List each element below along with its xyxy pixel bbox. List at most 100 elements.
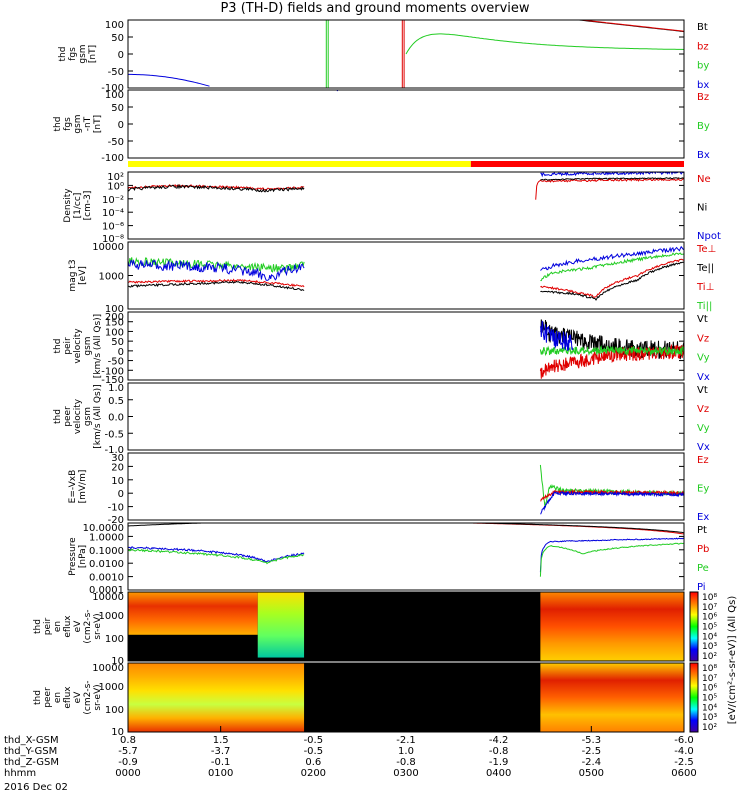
colorbar-tick: 10³	[702, 642, 717, 652]
colorbar-tick: 10⁶	[702, 613, 717, 623]
panel-frame-dsl	[127, 89, 685, 159]
series-line	[128, 259, 305, 281]
legend-dsl-2: Bx	[697, 150, 710, 161]
x-tick-label: -2.4	[582, 757, 602, 768]
y-axis-label: sr-eV)	[93, 613, 103, 639]
y-axis-label: (cm2-s-	[83, 680, 93, 714]
series-line	[128, 548, 305, 565]
x-tick-label: 0400	[486, 768, 511, 779]
legend-temp-2: Ti⊥	[696, 282, 714, 293]
y-tick-label: 10	[111, 476, 124, 487]
panel-plot-peir_vel	[539, 319, 684, 379]
legend-peer_vel-0: Vt	[697, 385, 708, 396]
panel-plot-dsl	[336, 90, 338, 92]
y-tick-label: 10⁻⁴	[102, 208, 124, 219]
y-axis-label: sr-eV)	[93, 684, 103, 710]
y-tick-label: 1000	[99, 611, 124, 622]
x-row-label: thd_X-GSM	[4, 735, 59, 746]
legend-density-1: Ni	[697, 203, 707, 214]
series-line	[540, 252, 684, 282]
y-axis-label: eV	[73, 691, 83, 704]
y-axis-label: [cm-3]	[83, 191, 93, 221]
y-tick-label: -50	[108, 67, 124, 78]
y-axis-label: [1/cc]	[73, 193, 83, 219]
chart-title: P3 (TH-D) fields and ground moments over…	[220, 1, 530, 16]
legend-fgs-1: bz	[697, 41, 709, 52]
y-tick-label: 100	[105, 304, 124, 315]
series-line	[470, 523, 684, 535]
y-axis-label: thd	[33, 619, 43, 634]
panel-plot-pressure	[128, 523, 684, 577]
legend-density-0: Ne	[697, 174, 711, 185]
legend-temp-0: Te⊥	[696, 244, 716, 255]
y-axis-label: eflux	[63, 686, 73, 709]
y-axis-label: eV	[73, 620, 83, 633]
x-tick-label: -0.5	[304, 735, 324, 746]
y-tick-label: 10000	[92, 663, 124, 674]
status-bar-red	[470, 161, 684, 167]
x-tick-label: 0100	[208, 768, 233, 779]
y-tick-label: 0.0	[108, 413, 124, 424]
x-tick-label: -0.1	[211, 757, 231, 768]
y-tick-label: 100	[105, 705, 124, 716]
x-tick-label: 0.8	[120, 735, 136, 746]
y-axis-label: eflux	[63, 615, 73, 638]
y-tick-label: 10⁻²	[102, 195, 124, 206]
x-tick-label: -6.0	[674, 735, 694, 746]
panel-frame-density	[127, 171, 685, 240]
y-axis-label: E=-VxB	[68, 470, 78, 504]
y-axis-label: velocity	[73, 398, 83, 434]
series-line	[480, 523, 684, 534]
panel-plot-efield	[539, 464, 684, 515]
panel-plot-peir_spec	[128, 592, 684, 661]
y-tick-label: 50	[111, 33, 124, 44]
y-axis-label: thd	[53, 117, 63, 132]
y-tick-label: -50	[108, 357, 124, 368]
y-axis-label: (cm2-s-	[83, 609, 93, 643]
x-tick-label: -0.8	[489, 746, 509, 757]
x-tick-label: 0.6	[305, 757, 321, 768]
x-row-label: thd_Z-GSM	[4, 757, 59, 768]
y-axis-label: en	[53, 692, 63, 703]
legend-pressure-0: Pt	[697, 525, 707, 536]
y-tick-label: 0	[118, 489, 124, 500]
series-line	[540, 245, 684, 271]
series-line	[540, 261, 684, 301]
y-axis-label: [km/s (All Qs)]	[93, 314, 103, 378]
y-axis-label: gsm	[78, 44, 88, 63]
y-tick-label: 1000	[99, 682, 124, 693]
series-line	[128, 73, 210, 87]
y-tick-label: 0	[118, 347, 124, 358]
y-tick-label: 1000	[99, 272, 124, 283]
x-tick-label: -5.3	[582, 735, 602, 746]
y-tick-label: 10⁻⁶	[102, 222, 124, 233]
legend-peir_vel-2: Vy	[697, 353, 710, 364]
colorbar-tick: 10⁷	[702, 674, 717, 684]
panel-frame-efield	[127, 452, 685, 521]
y-tick-label: 10⁰	[107, 181, 124, 192]
colorbar-tick: 10⁶	[702, 684, 717, 694]
y-tick-label: -10	[108, 503, 124, 514]
series-line	[540, 177, 684, 181]
status-bar-yellow	[128, 161, 471, 167]
legend-density-2: Npot	[697, 231, 721, 242]
x-tick-label: -0.8	[396, 757, 416, 768]
panel-plot-fgs	[128, 20, 684, 88]
series-line	[540, 490, 684, 515]
y-axis-label: en	[53, 621, 63, 632]
y-tick-label: -100	[101, 83, 124, 94]
legend-dsl-1: By	[697, 121, 710, 132]
y-axis-label: [nT]	[93, 115, 103, 133]
legend-temp-3: Ti||	[696, 301, 712, 312]
y-tick-label: 100	[105, 20, 124, 31]
x-date-label: 2016 Dec 02	[4, 782, 68, 793]
y-tick-label: 10	[111, 656, 124, 667]
y-tick-label: 10000	[92, 242, 124, 253]
spectrogram-block	[257, 592, 305, 658]
legend-pressure-3: Pi	[697, 582, 706, 593]
x-tick-label: 0600	[671, 768, 696, 779]
legend-efield-1: Ey	[697, 484, 709, 495]
colorbar-tick: 10²	[702, 723, 717, 733]
y-tick-label: 0.0100	[89, 559, 124, 570]
